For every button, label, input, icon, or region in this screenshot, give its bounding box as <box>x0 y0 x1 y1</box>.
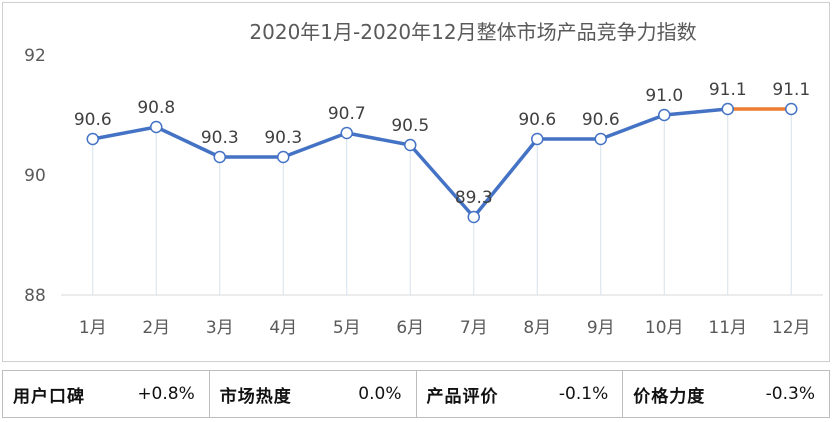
data-point <box>721 102 734 116</box>
series-markers <box>86 102 798 224</box>
x-tick-label: 6月 <box>396 318 424 338</box>
data-label: 90.7 <box>328 104 366 124</box>
x-tick-label: 9月 <box>587 318 615 338</box>
y-axis-ticks: 88 90 92 <box>24 46 46 306</box>
metric-value: -0.3% <box>765 384 815 404</box>
data-point <box>277 150 290 164</box>
metric-product-rating: 产品评价 -0.1% <box>417 371 624 417</box>
x-tick-label: 8月 <box>523 318 551 338</box>
metric-price-strength: 价格力度 -0.3% <box>623 371 829 417</box>
data-label: 90.6 <box>518 110 556 130</box>
metric-value: 0.0% <box>358 384 402 404</box>
data-label: 90.6 <box>582 110 620 130</box>
line-segment <box>408 143 476 219</box>
x-tick-label: 11月 <box>708 318 747 338</box>
data-point <box>86 132 99 146</box>
x-tick-label: 1月 <box>79 318 107 338</box>
y-tick-label: 90 <box>24 166 46 186</box>
data-label: 91.0 <box>645 86 683 106</box>
series-line <box>91 107 793 219</box>
line-segment <box>91 125 158 141</box>
metric-label: 产品评价 <box>426 386 499 407</box>
x-tick-label: 2月 <box>142 318 170 338</box>
metrics-bar: 用户口碑 +0.8% 市场热度 0.0% 产品评价 -0.1% 价格力度 -0.… <box>2 370 830 418</box>
x-tick-label: 12月 <box>772 318 811 338</box>
data-label: 90.8 <box>137 98 175 118</box>
metric-label: 用户口碑 <box>13 386 85 407</box>
y-tick-label: 88 <box>24 286 46 306</box>
metric-value: +0.8% <box>137 384 195 404</box>
data-label: 90.3 <box>264 128 302 148</box>
metric-market-heat: 市场热度 0.0% <box>210 371 417 417</box>
chart-title: 2020年1月-2020年12月整体市场产品竞争力指数 <box>249 20 696 44</box>
data-point <box>531 132 544 146</box>
data-labels: 90.6 90.8 90.3 90.3 90.7 90.5 89.3 90.6 90.6 91.0… <box>74 80 810 208</box>
data-label: 91.1 <box>772 80 810 100</box>
line-segment <box>154 125 222 159</box>
x-axis-ticks: 1月 2月 3月 4月 5月 6月 7月 8月 9月 10月 11月 12月 <box>79 318 811 338</box>
metric-user-reputation: 用户口碑 +0.8% <box>3 371 210 417</box>
data-point <box>594 132 607 146</box>
data-label: 90.3 <box>201 128 239 148</box>
x-tick-label: 3月 <box>206 318 234 338</box>
data-point <box>658 108 671 122</box>
metric-label: 市场热度 <box>219 386 292 407</box>
x-tick-label: 4月 <box>269 318 297 338</box>
data-point <box>467 210 480 224</box>
line-segment <box>472 137 539 219</box>
line-segment <box>599 113 666 141</box>
metric-value: -0.1% <box>558 384 609 404</box>
data-point <box>150 120 163 134</box>
x-tick-label: 5月 <box>333 318 361 338</box>
x-tick-label: 7月 <box>460 318 488 338</box>
metric-label: 价格力度 <box>633 386 706 407</box>
x-tick-label: 10月 <box>645 318 684 338</box>
y-tick-label: 92 <box>24 46 46 66</box>
data-label: 90.6 <box>74 110 112 130</box>
data-label: 91.1 <box>709 80 747 100</box>
data-point <box>340 126 353 140</box>
data-label: 89.3 <box>455 188 493 208</box>
line-segment <box>345 131 412 147</box>
data-point <box>785 102 798 116</box>
line-segment <box>662 107 730 117</box>
data-point <box>213 150 226 164</box>
line-segment <box>281 131 349 159</box>
drop-lines <box>92 109 792 295</box>
chart-frame: 2020年1月-2020年12月整体市场产品竞争力指数 88 90 92 90.6 9… <box>2 2 830 362</box>
data-point <box>404 138 417 152</box>
data-label: 90.5 <box>391 116 429 136</box>
